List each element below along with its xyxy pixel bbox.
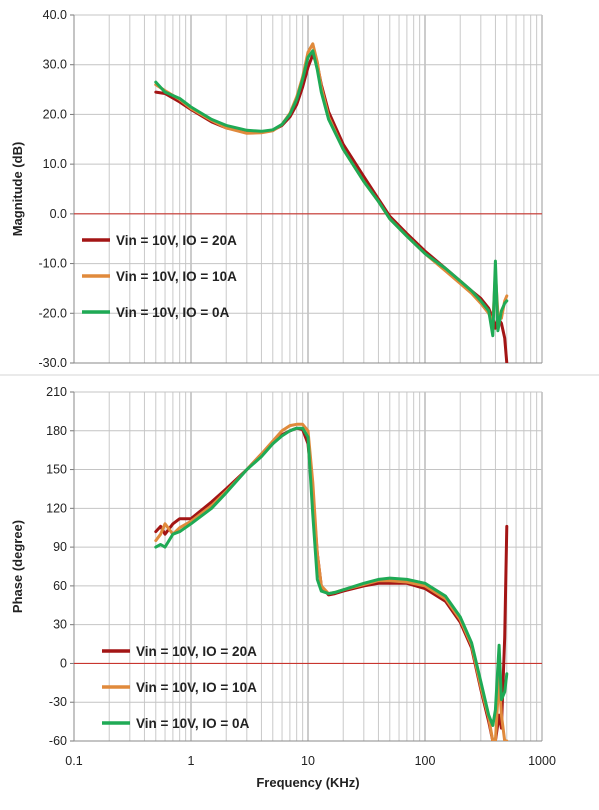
x-tick-label: 10 (301, 754, 315, 768)
y-tick-label: -10.0 (39, 257, 68, 271)
y-tick-label: 10.0 (43, 157, 67, 171)
y-tick-label: 0 (60, 656, 67, 670)
x-axis-label: Frequency (KHz) (256, 775, 359, 790)
x-tick-label: 100 (415, 754, 436, 768)
y-tick-label: 90 (53, 540, 67, 554)
y-tick-label: 150 (46, 463, 67, 477)
y-tick-label: 60 (53, 579, 67, 593)
y-tick-label: 40.0 (43, 8, 67, 22)
legend-label: Vin = 10V, IO = 0A (116, 305, 230, 320)
series-line-3 (154, 426, 509, 727)
legend: Vin = 10V, IO = 20A Vin = 10V, IO = 10A Vi… (82, 233, 237, 320)
y-tick-label: 30 (53, 618, 67, 632)
legend-label: Vin = 10V, IO = 20A (116, 233, 237, 248)
x-tick-label: 0.1 (65, 754, 82, 768)
y-tick-label: 30.0 (43, 58, 67, 72)
y-tick-label: 120 (46, 501, 67, 515)
legend-label: Vin = 10V, IO = 10A (136, 680, 257, 695)
legend-label: Vin = 10V, IO = 10A (116, 269, 237, 284)
y-tick-label: -30.0 (39, 356, 68, 370)
x-tick-label: 1 (188, 754, 195, 768)
y-tick-label: -60 (49, 734, 67, 748)
y-tick-label: 180 (46, 424, 67, 438)
legend-label: Vin = 10V, IO = 20A (136, 644, 257, 659)
y-tick-label: -20.0 (39, 306, 68, 320)
chart-panel-1: 40.0 30.0 20.0 10.0 0.0 -10.0 -20.0 -30.0 Magnit… (10, 8, 543, 370)
y-tick-label: 20.0 (43, 107, 67, 121)
y-axis-label: Magnitude (dB) (10, 142, 25, 237)
series-line-3 (154, 49, 509, 338)
y-tick-label: 210 (46, 385, 67, 399)
legend: Vin = 10V, IO = 20A Vin = 10V, IO = 10A Vi… (102, 644, 257, 731)
x-tick-label: 1000 (528, 754, 556, 768)
chart-panel-2: 210 180 150 120 90 60 30 0 -30 -60 0.1 1 10 100 1000 Ph… (10, 385, 556, 790)
legend-label: Vin = 10V, IO = 0A (136, 716, 250, 731)
y-tick-label: -30 (49, 695, 67, 709)
y-axis-label: Phase (degree) (10, 520, 25, 613)
y-tick-label: 0.0 (50, 207, 67, 221)
